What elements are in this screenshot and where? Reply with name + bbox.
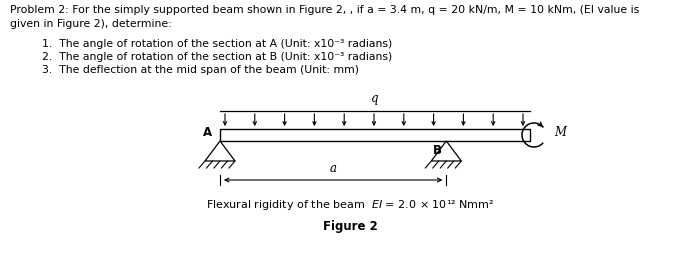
Text: q: q bbox=[371, 92, 379, 105]
Text: 3.  The deflection at the mid span of the beam (Unit: mm): 3. The deflection at the mid span of the… bbox=[42, 65, 359, 75]
Text: given in Figure 2), determine:: given in Figure 2), determine: bbox=[10, 19, 172, 29]
Text: A: A bbox=[203, 126, 212, 139]
Text: Problem 2: For the simply supported beam shown in Figure 2, , if a = 3.4 m, q = : Problem 2: For the simply supported beam… bbox=[10, 5, 639, 15]
Text: 1.  The angle of rotation of the section at A (Unit: x10⁻³ radians): 1. The angle of rotation of the section … bbox=[42, 39, 392, 49]
Text: Flexural rigidity of the beam  $EI$ = 2.0 × 10¹² Nmm²: Flexural rigidity of the beam $EI$ = 2.0… bbox=[206, 198, 494, 212]
Text: M: M bbox=[554, 126, 566, 139]
Text: 2.  The angle of rotation of the section at B (Unit: x10⁻³ radians): 2. The angle of rotation of the section … bbox=[42, 52, 392, 62]
Text: B: B bbox=[433, 144, 442, 157]
Text: a: a bbox=[330, 162, 337, 175]
Text: Figure 2: Figure 2 bbox=[323, 220, 377, 233]
